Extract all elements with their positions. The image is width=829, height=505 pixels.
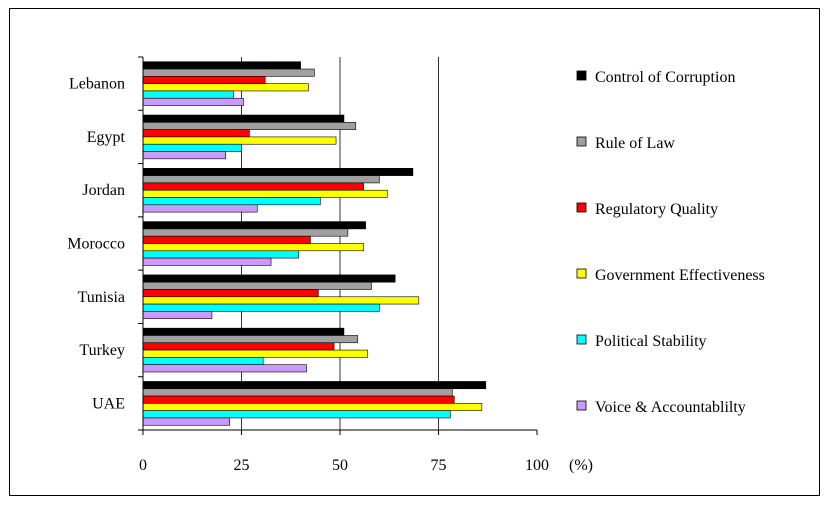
legend-label: Rule of Law (595, 135, 675, 152)
bar (142, 175, 380, 184)
bar (142, 168, 414, 176)
category-label: Egypt (87, 129, 126, 146)
bar (142, 417, 230, 426)
category-label: Jordan (82, 182, 125, 199)
x-tick-label: 0 (139, 457, 147, 474)
bar (142, 388, 453, 397)
bar (142, 114, 345, 123)
bar (142, 364, 307, 373)
category-labels: Lebanon Egypt Jordan Morocco Tunisia Turkey UA… (67, 76, 125, 413)
bar (142, 129, 250, 138)
x-tick-label: 100 (525, 457, 549, 474)
legend-swatch (576, 136, 587, 147)
bar (142, 90, 234, 99)
legend-swatch (576, 70, 587, 81)
bar (142, 395, 455, 404)
bar (142, 357, 264, 365)
x-tick-labels: 0 25 50 75 100 (139, 457, 549, 474)
category-label: Lebanon (69, 76, 125, 93)
x-unit-label: (%) (569, 457, 593, 474)
bar (142, 97, 244, 106)
bar (142, 197, 321, 206)
bar (142, 143, 242, 152)
bar (142, 410, 451, 419)
bar (142, 274, 396, 283)
axes (138, 56, 538, 435)
bar (142, 189, 388, 198)
legend-swatch (576, 268, 587, 279)
legend-swatch (576, 400, 587, 411)
legend: Control of Corruption Rule of Law Regulato… (576, 69, 765, 416)
bar (142, 335, 359, 344)
bar (142, 68, 315, 77)
category-label: Tunisia (78, 289, 125, 306)
bar (142, 182, 364, 191)
legend-label: Political Stability (595, 333, 707, 350)
bar (142, 289, 319, 298)
bar (142, 83, 309, 92)
bar (142, 235, 311, 244)
bar (142, 136, 337, 145)
category-label: Turkey (79, 342, 125, 359)
legend-label: Regulatory Quality (595, 201, 718, 218)
legend-label: Control of Corruption (595, 69, 735, 86)
bar (142, 342, 335, 351)
x-tick-label: 50 (332, 457, 348, 474)
bar (142, 311, 213, 319)
bar (142, 281, 372, 290)
legend-swatch (576, 334, 587, 345)
bar (142, 381, 487, 390)
legend-label: Government Effectiveness (595, 267, 765, 284)
bar (142, 221, 366, 230)
bar (142, 349, 368, 358)
bar (142, 61, 301, 70)
bar (142, 243, 364, 252)
bar (142, 303, 380, 312)
bar (142, 122, 357, 130)
x-tick-label: 75 (431, 457, 447, 474)
bar (142, 204, 258, 213)
bar (142, 151, 227, 160)
x-tick-label: 25 (234, 457, 250, 474)
bar (142, 76, 266, 84)
legend-swatch (576, 202, 587, 213)
bar (142, 228, 349, 237)
category-label: UAE (92, 395, 125, 412)
legend-label: Voice & Accountablilty (595, 399, 746, 416)
bar (142, 250, 299, 259)
category-label: Morocco (67, 236, 125, 253)
bar (142, 327, 345, 336)
bars (142, 61, 487, 426)
bar (142, 296, 420, 305)
bar (142, 403, 483, 411)
bar (142, 257, 272, 266)
